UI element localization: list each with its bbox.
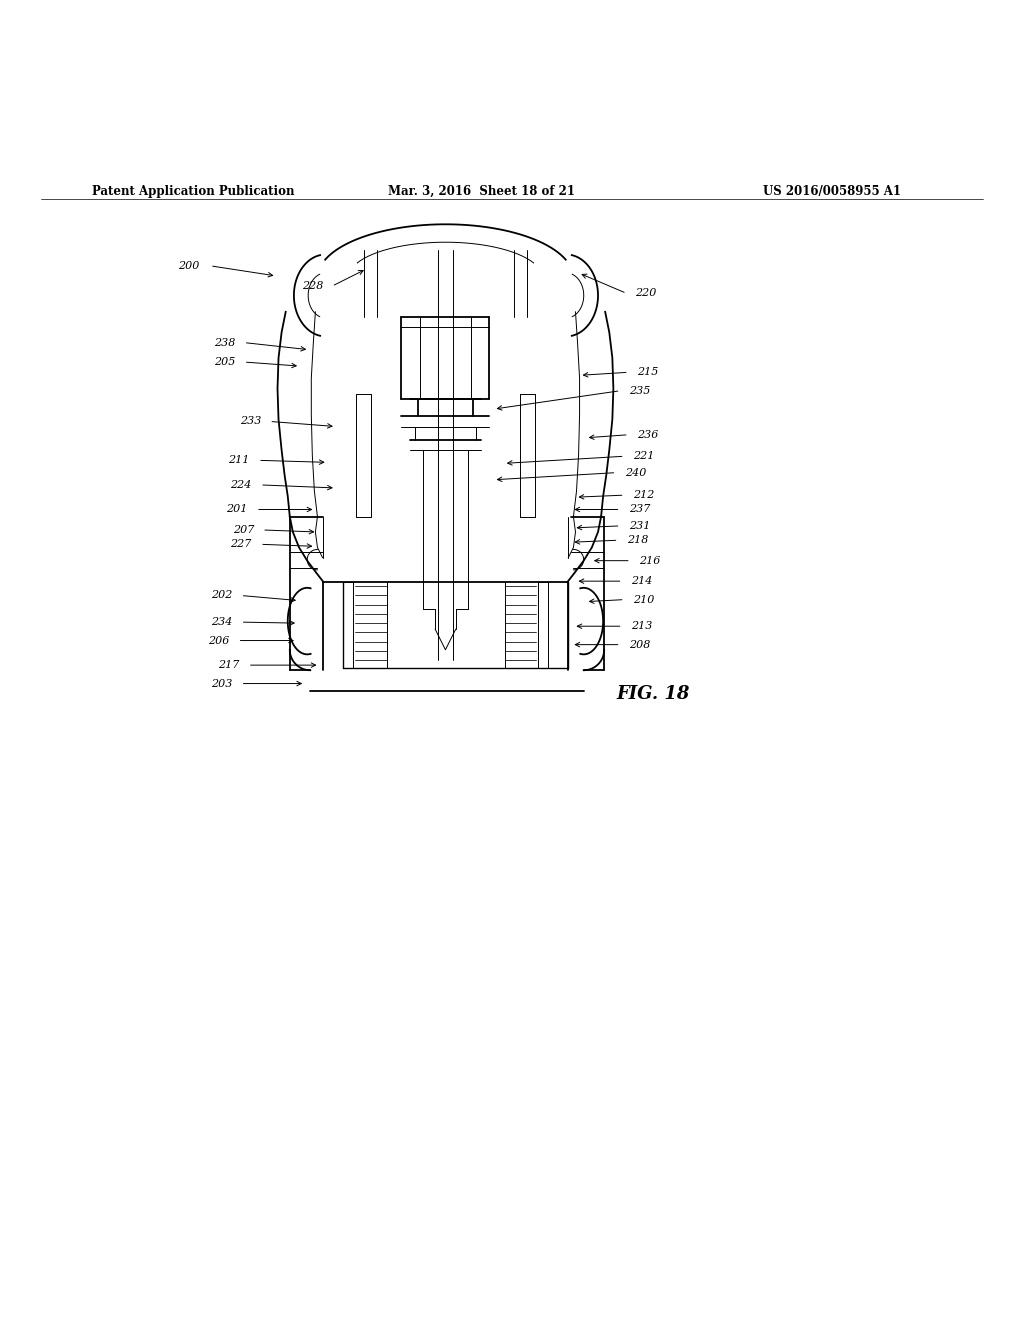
Text: 202: 202 [211, 590, 232, 601]
Text: 218: 218 [627, 535, 648, 545]
Text: 224: 224 [230, 480, 252, 490]
Text: 205: 205 [214, 356, 236, 367]
Text: 221: 221 [633, 451, 654, 461]
Text: 233: 233 [240, 416, 261, 426]
Text: 200: 200 [178, 261, 200, 271]
Text: 220: 220 [635, 288, 656, 298]
Text: 201: 201 [226, 504, 248, 515]
Text: 227: 227 [230, 540, 252, 549]
Text: Patent Application Publication: Patent Application Publication [92, 185, 295, 198]
Text: 208: 208 [629, 640, 650, 649]
Text: 237: 237 [629, 504, 650, 515]
Text: 212: 212 [633, 490, 654, 500]
Text: US 2016/0058955 A1: US 2016/0058955 A1 [763, 185, 901, 198]
Text: Mar. 3, 2016  Sheet 18 of 21: Mar. 3, 2016 Sheet 18 of 21 [388, 185, 574, 198]
Text: 207: 207 [232, 525, 254, 535]
Text: 235: 235 [629, 385, 650, 396]
Text: 231: 231 [629, 521, 650, 531]
Text: 206: 206 [208, 635, 229, 645]
Text: 211: 211 [228, 455, 250, 466]
Text: 236: 236 [637, 430, 658, 440]
Text: 213: 213 [631, 622, 652, 631]
Text: 210: 210 [633, 594, 654, 605]
Text: 216: 216 [639, 556, 660, 566]
Text: 203: 203 [211, 678, 232, 689]
Text: 214: 214 [631, 576, 652, 586]
Text: 234: 234 [211, 618, 232, 627]
Text: 238: 238 [214, 338, 236, 347]
Text: 240: 240 [625, 467, 646, 478]
Text: FIG. 18: FIG. 18 [616, 685, 690, 702]
Text: 228: 228 [302, 281, 324, 292]
Text: 217: 217 [218, 660, 240, 671]
Text: 215: 215 [637, 367, 658, 378]
